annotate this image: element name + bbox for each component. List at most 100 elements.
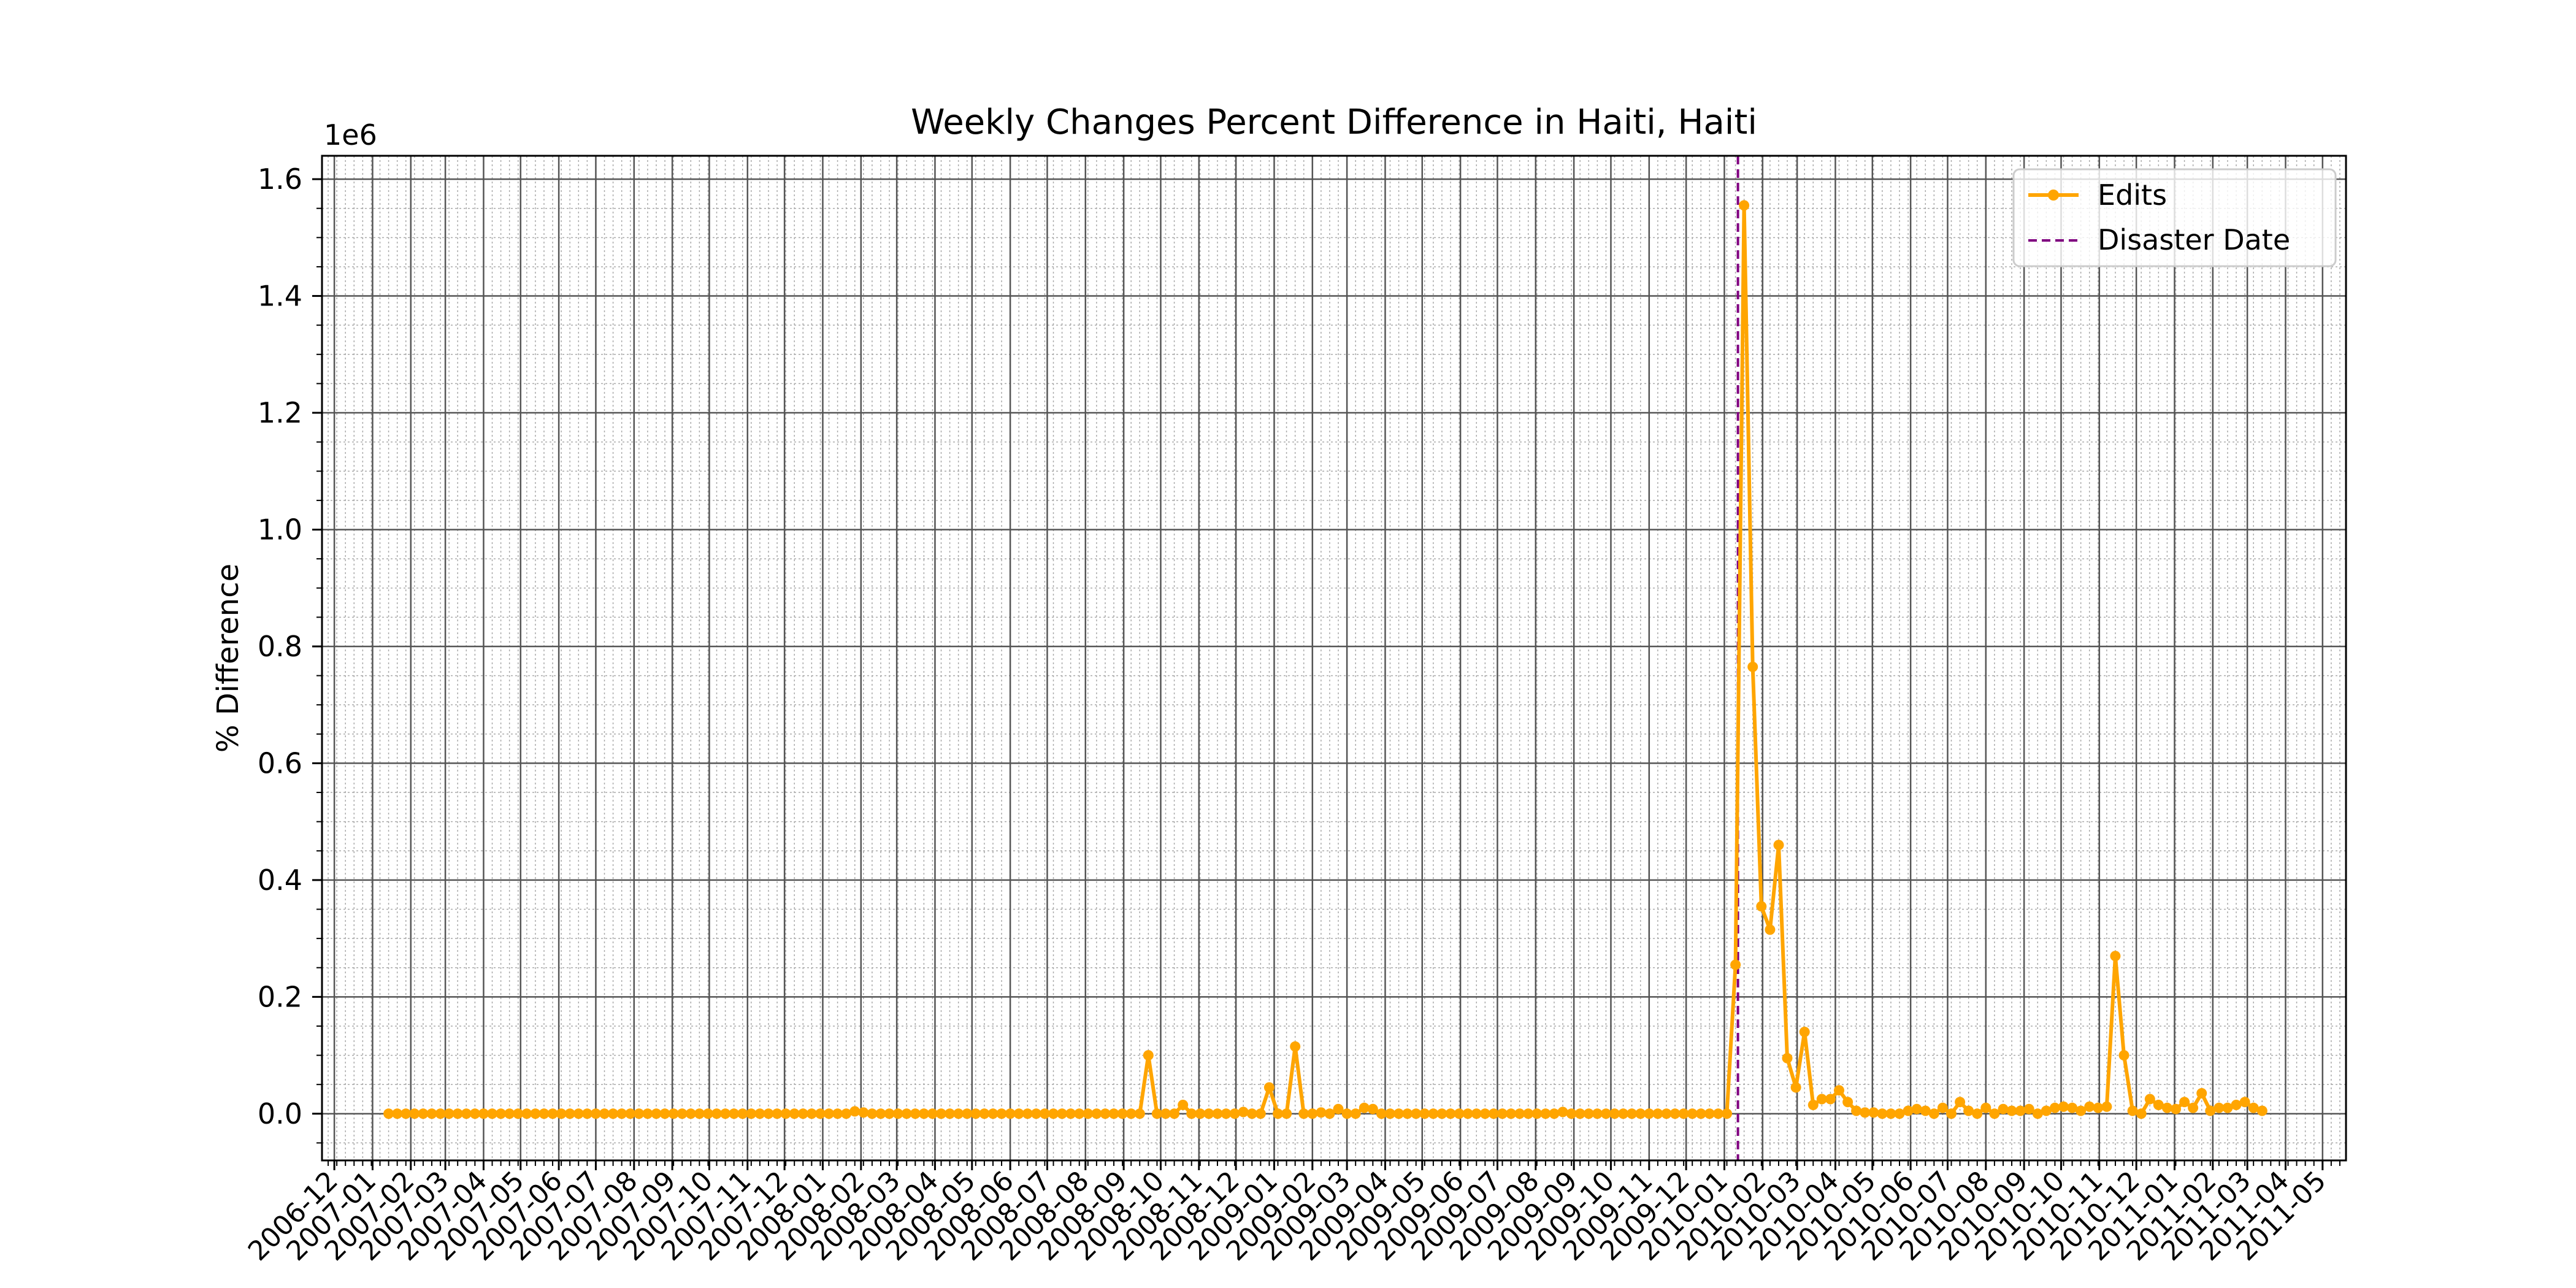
edits-data-point — [789, 1108, 800, 1119]
edits-data-point — [2067, 1102, 2078, 1113]
edits-data-point — [659, 1108, 670, 1119]
edits-data-point — [1963, 1105, 1974, 1116]
edits-data-point — [1678, 1108, 1689, 1119]
edits-data-point — [401, 1108, 412, 1119]
edits-data-point — [1039, 1108, 1050, 1119]
edits-data-point — [2161, 1102, 2172, 1113]
edits-data-point — [1393, 1108, 1405, 1119]
edits-data-point — [867, 1108, 878, 1119]
edits-data-point — [2136, 1108, 2147, 1119]
edits-data-point — [720, 1108, 731, 1119]
edits-data-point — [1160, 1108, 1171, 1119]
y-tick-label: 0.8 — [258, 630, 302, 663]
edits-data-point — [478, 1108, 489, 1119]
edits-data-point — [2006, 1105, 2017, 1116]
edits-data-point — [1108, 1108, 1119, 1119]
edits-data-point — [927, 1108, 938, 1119]
edits-data-point — [1903, 1105, 1914, 1116]
edits-data-point — [573, 1108, 584, 1119]
edits-data-point — [970, 1108, 981, 1119]
edits-data-point — [2076, 1105, 2087, 1116]
edits-data-point — [875, 1108, 886, 1119]
edits-data-point — [1842, 1097, 1853, 1108]
edits-data-point — [2144, 1094, 2155, 1105]
edits-data-point — [1807, 1100, 1819, 1110]
edits-data-point — [953, 1108, 964, 1119]
edits-data-point — [1523, 1108, 1534, 1119]
edits-data-point — [1972, 1108, 1983, 1119]
edits-data-point — [996, 1108, 1007, 1119]
edits-data-point — [1627, 1108, 1638, 1119]
edits-data-point — [1221, 1108, 1232, 1119]
edits-data-point — [1445, 1108, 1456, 1119]
edits-data-point — [1566, 1108, 1577, 1119]
y-tick-label: 0.6 — [258, 746, 302, 780]
edits-data-point — [772, 1108, 783, 1119]
y-tick-label: 0.0 — [258, 1097, 302, 1130]
legend-edits-marker — [2048, 190, 2059, 201]
edits-data-point — [797, 1108, 808, 1119]
axes-frame — [321, 155, 2347, 1162]
edits-data-point — [884, 1108, 895, 1119]
edits-data-point — [1307, 1108, 1318, 1119]
edits-data-point — [1074, 1108, 1085, 1119]
edits-data-point — [1471, 1108, 1482, 1119]
edits-data-point — [1911, 1103, 1922, 1114]
edits-data-point — [1022, 1108, 1033, 1119]
edits-data-point — [694, 1108, 705, 1119]
edits-data-point — [2171, 1103, 2181, 1114]
edits-data-point — [1367, 1103, 1378, 1114]
edits-data-point — [2110, 951, 2121, 962]
edits-data-point — [1065, 1108, 1076, 1119]
legend-edits-label: Edits — [2098, 178, 2167, 212]
edits-data-point — [918, 1108, 929, 1119]
edits-data-point — [564, 1108, 575, 1119]
edits-data-point — [1877, 1108, 1888, 1119]
edits-data-point — [1712, 1108, 1723, 1119]
legend-disaster-label: Disaster Date — [2098, 223, 2290, 256]
edits-data-point — [1333, 1103, 1344, 1114]
plot-area — [383, 156, 2267, 1160]
edits-data-point — [616, 1108, 627, 1119]
edits-data-point — [1229, 1108, 1240, 1119]
edits-data-point — [2041, 1105, 2052, 1116]
edits-data-point — [1989, 1108, 2000, 1119]
edits-data-point — [1747, 661, 1758, 672]
edits-data-point — [1669, 1108, 1681, 1119]
edits-data-point — [1125, 1108, 1137, 1119]
edits-data-point — [1722, 1108, 1732, 1119]
edits-data-point — [1834, 1085, 1844, 1096]
edits-data-point — [1419, 1108, 1430, 1119]
edits-data-point — [1341, 1108, 1352, 1119]
edits-data-point — [1402, 1108, 1413, 1119]
edits-data-point — [1186, 1108, 1197, 1119]
edits-data-point — [1765, 924, 1776, 935]
edits-data-point — [780, 1108, 791, 1119]
edits-data-point — [892, 1108, 903, 1119]
edits-data-point — [2023, 1103, 2034, 1114]
edits-data-point — [685, 1108, 696, 1119]
y-tick-label: 0.4 — [258, 864, 302, 897]
edits-data-point — [418, 1108, 429, 1119]
edits-data-point — [2127, 1105, 2138, 1116]
edits-data-point — [1212, 1108, 1223, 1119]
edits-data-point — [651, 1108, 662, 1119]
edits-data-point — [2188, 1102, 2199, 1113]
edits-data-point — [1083, 1108, 1094, 1119]
y-tick-label: 1.6 — [258, 163, 302, 196]
edits-data-point — [1376, 1108, 1387, 1119]
edits-data-point — [849, 1106, 861, 1117]
edits-data-point — [729, 1108, 740, 1119]
y-offset-label: 1e6 — [324, 118, 377, 151]
edits-data-point — [2084, 1101, 2095, 1112]
edits-data-point — [1048, 1108, 1059, 1119]
edits-data-point — [763, 1108, 774, 1119]
edits-data-point — [1143, 1050, 1154, 1061]
edits-data-point — [496, 1108, 507, 1119]
edits-data-point — [1436, 1108, 1447, 1119]
edits-data-point — [1592, 1108, 1603, 1119]
edits-data-point — [2239, 1097, 2250, 1108]
edits-data-point — [910, 1108, 921, 1119]
edits-data-point — [737, 1108, 748, 1119]
